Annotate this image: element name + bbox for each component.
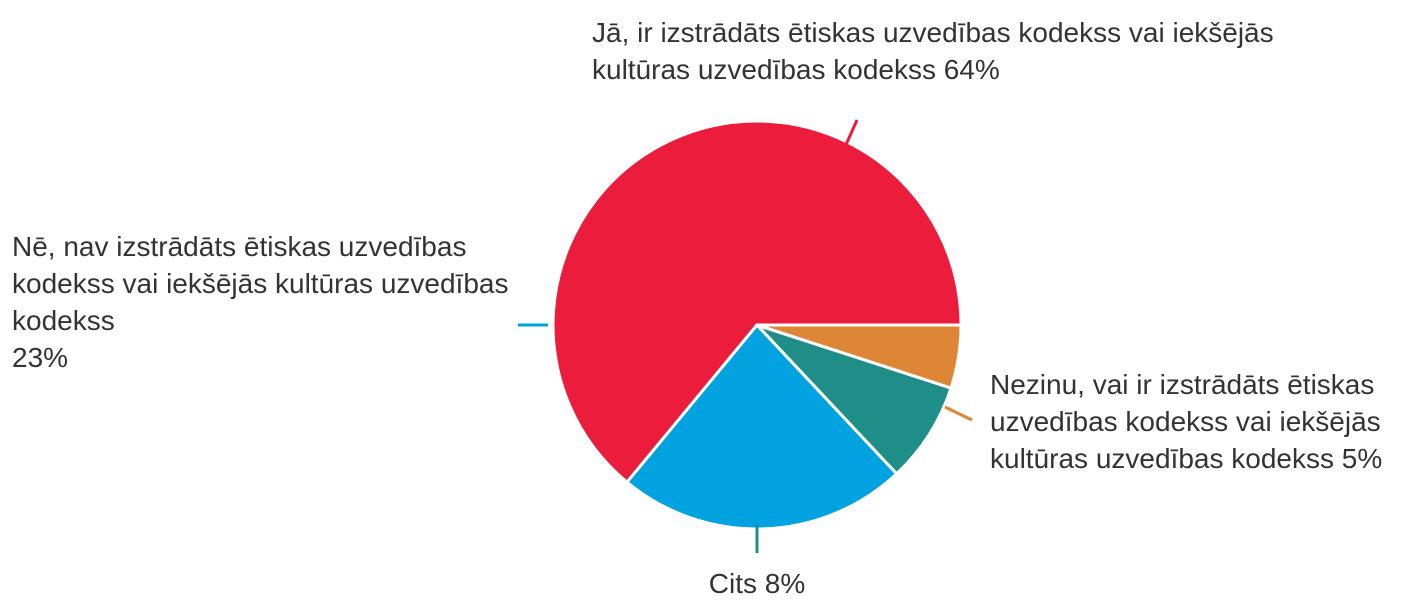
pie-slice [755, 323, 953, 476]
slice-label: Jā, ir izstrādāts ētiskas uzvedības kode… [592, 14, 1292, 88]
slice-label: Cits 8% [600, 565, 914, 602]
category-label: Nezinu, vai ir izstrādāts ētiskas uzvedī… [990, 369, 1381, 474]
value-label: 5% [1341, 443, 1383, 474]
category-label: Cits [708, 568, 757, 599]
leader-line [944, 405, 973, 422]
pie-slice [755, 323, 963, 390]
category-label: Nē, nav izstrādāts ētiskas uzvedības kod… [12, 231, 509, 336]
pie-slice [625, 323, 899, 531]
pie-slice [551, 119, 963, 484]
slice-label: Nezinu, vai ir izstrādāts ētiskas uzvedī… [990, 366, 1402, 477]
value-label: 8% [764, 568, 806, 599]
leader-line [843, 119, 859, 148]
value-label: 23% [12, 342, 69, 373]
slice-label: Nē, nav izstrādāts ētiskas uzvedības kod… [12, 228, 512, 376]
value-label: 64% [943, 54, 1000, 85]
category-label: Jā, ir izstrādāts ētiskas uzvedības kode… [592, 17, 1274, 85]
leader-lines [518, 119, 973, 553]
